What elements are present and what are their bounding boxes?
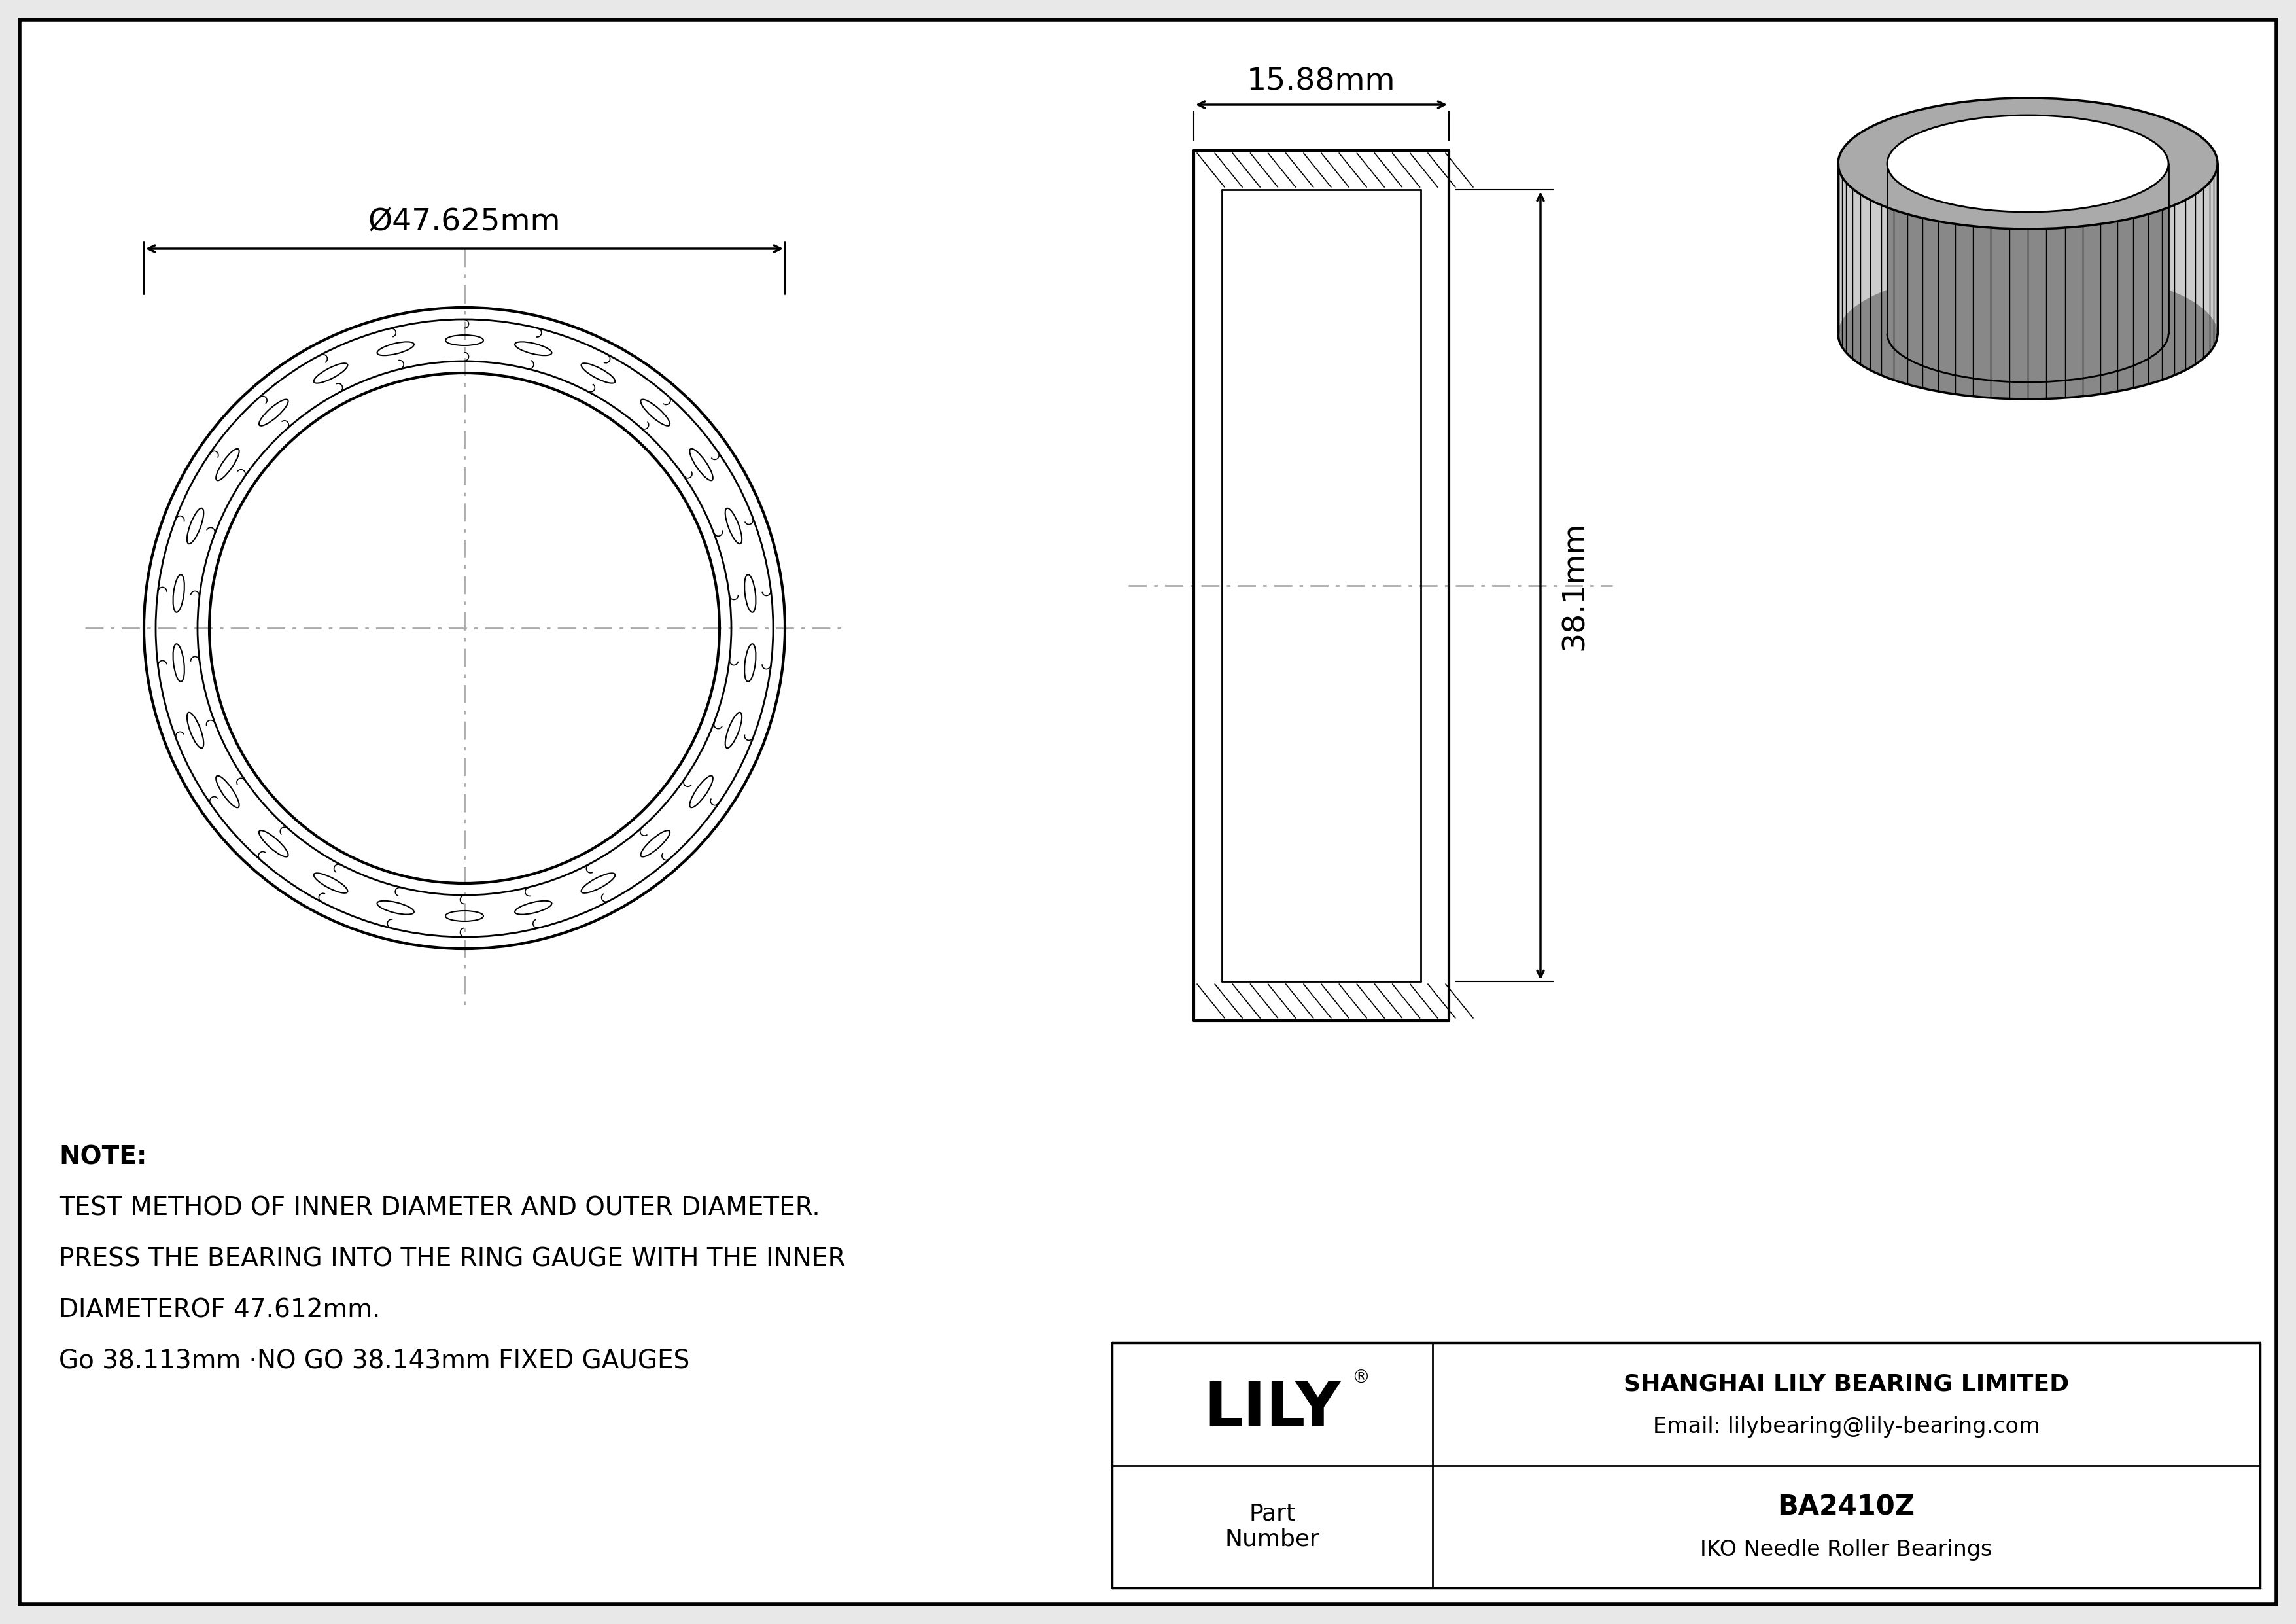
Circle shape bbox=[145, 307, 785, 948]
Text: 15.88mm: 15.88mm bbox=[1247, 67, 1396, 97]
Text: LILY: LILY bbox=[1203, 1379, 1341, 1439]
Text: 38.1mm: 38.1mm bbox=[1559, 521, 1589, 650]
Text: IKO Needle Roller Bearings: IKO Needle Roller Bearings bbox=[1701, 1540, 1993, 1561]
Polygon shape bbox=[1839, 164, 2218, 400]
Text: SHANGHAI LILY BEARING LIMITED: SHANGHAI LILY BEARING LIMITED bbox=[1623, 1374, 2069, 1395]
Text: Email: lilybearing@lily-bearing.com: Email: lilybearing@lily-bearing.com bbox=[1653, 1416, 2039, 1437]
Text: NOTE:: NOTE: bbox=[60, 1145, 147, 1169]
Text: Part
Number: Part Number bbox=[1224, 1502, 1320, 1551]
Polygon shape bbox=[1839, 268, 2218, 400]
Text: ®: ® bbox=[1352, 1369, 1371, 1387]
Text: PRESS THE BEARING INTO THE RING GAUGE WITH THE INNER: PRESS THE BEARING INTO THE RING GAUGE WI… bbox=[60, 1247, 845, 1272]
Text: BA2410Z: BA2410Z bbox=[1777, 1494, 1915, 1520]
Text: DIAMETEROF 47.612mm.: DIAMETEROF 47.612mm. bbox=[60, 1298, 381, 1324]
Text: TEST METHOD OF INNER DIAMETER AND OUTER DIAMETER.: TEST METHOD OF INNER DIAMETER AND OUTER … bbox=[60, 1197, 820, 1221]
Text: Ø47.625mm: Ø47.625mm bbox=[367, 208, 560, 237]
Polygon shape bbox=[1887, 164, 2167, 382]
Bar bbox=[1111, 1343, 2259, 1588]
Polygon shape bbox=[1839, 97, 2218, 229]
Text: Go 38.113mm ·NO GO 38.143mm FIXED GAUGES: Go 38.113mm ·NO GO 38.143mm FIXED GAUGES bbox=[60, 1350, 689, 1374]
Bar bbox=[1194, 151, 1449, 1021]
